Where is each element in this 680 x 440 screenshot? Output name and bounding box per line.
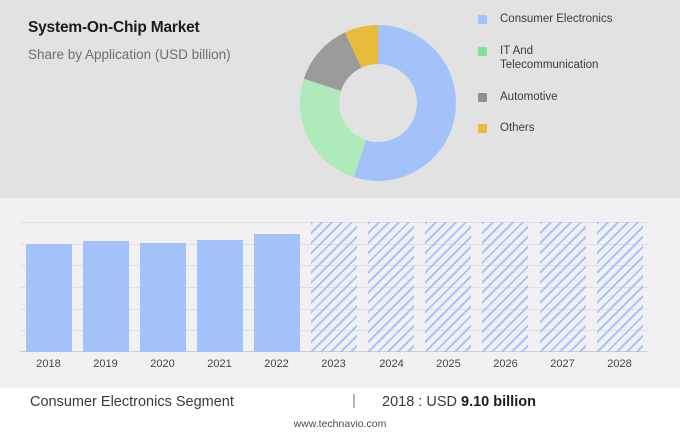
- legend-item-it-and-telecommunication: IT And Telecommunication: [478, 44, 668, 73]
- bar-2026: [482, 222, 528, 352]
- legend-label: Automotive: [500, 90, 558, 103]
- x-axis-label-2025: 2025: [436, 358, 461, 370]
- legend-item-others: Others: [478, 121, 668, 136]
- x-axis-label-2018: 2018: [36, 358, 61, 370]
- title-block: System-On-Chip Market Share by Applicati…: [28, 18, 328, 65]
- bar-2021: [197, 240, 243, 352]
- x-axis-label-2019: 2019: [93, 358, 118, 370]
- x-axis-labels: 2018 2019 2020 2021 2022 2023 2024 2025 2026 2027…: [20, 358, 648, 378]
- footer-value: 2018 : USD 9.10 billion: [382, 394, 536, 410]
- footer: Consumer Electronics Segment | 2018 : US…: [0, 388, 680, 440]
- x-axis-label-2028: 2028: [607, 358, 632, 370]
- bar-2018: [26, 244, 72, 352]
- bar-2019: [83, 241, 129, 352]
- footer-value-amount: 9.10 billion: [461, 394, 536, 410]
- bar-2020: [140, 243, 186, 352]
- bar-2025: [425, 222, 471, 352]
- footer-separator: |: [352, 392, 356, 409]
- page-title: System-On-Chip Market: [28, 19, 200, 36]
- donut-slice-it-and-telecommunication: [300, 25, 456, 181]
- x-axis-label-2021: 2021: [207, 358, 232, 370]
- legend-swatch-icon: [478, 124, 487, 133]
- bar-2024: [368, 222, 414, 352]
- footer-url: www.technavio.com: [293, 418, 387, 430]
- donut-chart: [300, 25, 456, 181]
- legend-item-automotive: Automotive: [478, 90, 668, 105]
- donut-chart-svg: [300, 25, 456, 181]
- bar-2028: [597, 222, 643, 352]
- bar-2023: [311, 222, 357, 352]
- donut-slice-others: [300, 25, 456, 181]
- bar-2027: [540, 222, 586, 352]
- legend-swatch-icon: [478, 92, 487, 102]
- legend-label: Consumer Electronics: [500, 13, 613, 25]
- legend-item-consumer-electronics: Consumer Electronics: [478, 12, 668, 27]
- legend-label: IT And Telecommunication: [500, 44, 599, 72]
- x-axis-label-2022: 2022: [264, 358, 289, 370]
- page-subtitle: Share by Application (USD billion): [28, 47, 231, 62]
- legend-swatch-icon: [478, 46, 487, 56]
- footer-segment-label: Consumer Electronics Segment: [30, 394, 234, 410]
- header-band: System-On-Chip Market Share by Applicati…: [0, 0, 680, 198]
- bar-chart-panel: 2018 2019 2020 2021 2022 2023 2024 2025 2026 2027…: [0, 198, 680, 388]
- bar-series: [20, 222, 648, 352]
- legend: Consumer Electronics IT And Telecommunic…: [478, 12, 668, 153]
- x-axis-label-2027: 2027: [550, 358, 575, 370]
- x-axis-label-2026: 2026: [493, 358, 518, 370]
- footer-value-prefix: 2018 : USD: [382, 394, 461, 410]
- legend-label: Others: [500, 122, 535, 134]
- legend-swatch-icon: [478, 15, 487, 24]
- x-axis-label-2023: 2023: [321, 358, 346, 370]
- x-axis-label-2020: 2020: [150, 358, 175, 370]
- bar-2022: [254, 234, 300, 352]
- bar-chart-plot: [20, 222, 648, 352]
- x-axis-label-2024: 2024: [379, 358, 404, 370]
